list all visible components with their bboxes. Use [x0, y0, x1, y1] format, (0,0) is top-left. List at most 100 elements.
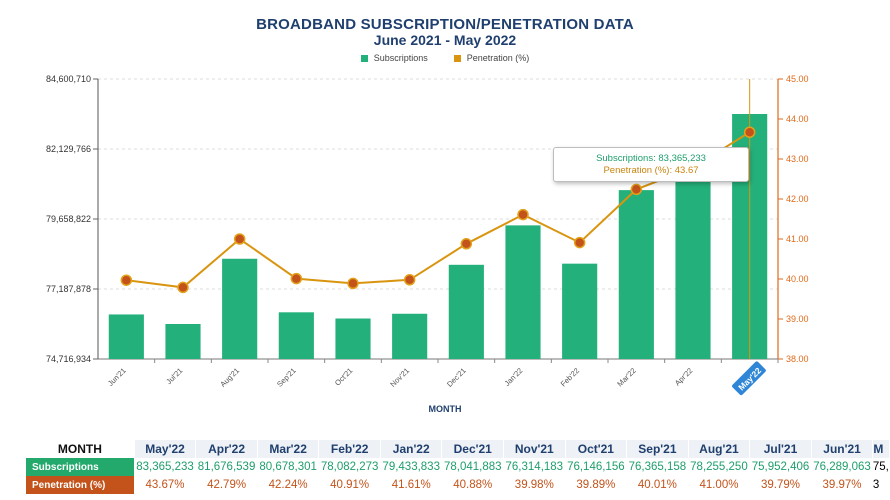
tooltip-pen-value: 43.67	[674, 165, 699, 176]
point-Jan'22	[517, 208, 529, 221]
table-header-cell: Jul'21	[749, 440, 812, 458]
y-right-tick-label: 41.00	[786, 234, 809, 244]
y-left-tick-label: 77,187,878	[46, 284, 91, 294]
table-row-penetration: Penetration (%) 43.67% 42.79% 42.24% 40.91%…	[26, 476, 890, 494]
table-header-cell: Apr'22	[195, 440, 258, 458]
table-cell-penetration: 39.79%	[760, 479, 800, 491]
legend-item-subscriptions[interactable]: Subscriptions	[360, 53, 428, 63]
table-label-subscriptions: Subscriptions	[26, 458, 135, 476]
table-cell-subscriptions-cut: 75,	[872, 461, 889, 473]
tooltip: Subscriptions: 83,365,233 Penetration (%…	[553, 147, 749, 182]
x-tick-label: Jan'22	[503, 366, 525, 388]
legend: Subscriptions Penetration (%)	[0, 53, 890, 63]
table-cell-penetration: 42.79%	[207, 479, 247, 491]
table-header-cell-cut: M	[872, 440, 890, 458]
bar-Mar'22	[618, 190, 654, 359]
y-right-tick-label: 43.00	[786, 154, 809, 164]
table-cell-subscriptions: 79,433,833	[382, 461, 440, 473]
table-cell-subscriptions: 78,082,273	[320, 461, 379, 473]
bar-Jun'21	[108, 314, 144, 359]
x-tick-label: Oct'21	[333, 366, 355, 388]
y-left-tick-label: 84,600,710	[46, 74, 91, 84]
table-cell-penetration: 39.97%	[822, 479, 862, 491]
x-tick-label: Jun'21	[106, 366, 128, 388]
table-cell-penetration: 39.89%	[576, 479, 616, 491]
table-header-cell: Mar'22	[257, 440, 320, 458]
point-Nov'21	[403, 274, 416, 286]
legend-item-penetration[interactable]: Penetration (%)	[453, 53, 529, 63]
table-row-subscriptions: Subscriptions 83,365,233 81,676,539 80,678…	[26, 458, 890, 476]
x-tick-label: Jul'21	[164, 366, 184, 386]
bar-Apr'22	[675, 161, 711, 359]
legend-swatch-penetration	[453, 54, 461, 62]
penetration-line	[126, 131, 751, 289]
bar-Sep'21	[278, 312, 314, 359]
y-right-tick-label: 42.00	[786, 194, 809, 204]
x-tick-label-highlight: May'22	[732, 361, 766, 396]
table-cell-penetration: 39.98%	[514, 479, 554, 491]
x-tick-label: Aug'21	[218, 366, 241, 389]
point-Dec'21	[460, 238, 473, 250]
bar-Aug'21	[222, 258, 258, 359]
y-right-tick-label: 39.00	[786, 314, 809, 324]
y-right-tick-label: 44.00	[786, 114, 809, 124]
table-header-row: MONTH May'22 Apr'22 Mar'22 Feb'22 Jan'22 Dec'…	[26, 440, 890, 458]
table-header-cell: Dec'21	[441, 440, 505, 458]
table-header-cell: Feb'22	[318, 440, 381, 458]
table-header-cell: May'22	[134, 440, 197, 458]
data-table: MONTH May'22 Apr'22 Mar'22 Feb'22 Jan'22 Dec'…	[26, 440, 890, 494]
y-right-tick-label: 45.00	[786, 74, 809, 84]
y-right-tick-label: 40.00	[786, 274, 809, 284]
bar-Nov'21	[392, 313, 428, 359]
y-left-tick-label: 82,129,766	[46, 144, 91, 154]
point-Mar'22	[630, 183, 643, 196]
bar-Jul'21	[165, 324, 201, 359]
x-tick-label: Nov'21	[388, 366, 411, 389]
bar-Oct'21	[335, 318, 371, 359]
table-cell-subscriptions: 78,255,250	[690, 461, 748, 473]
table-cell-penetration: 43.67%	[145, 479, 185, 491]
point-Jun'21	[120, 274, 133, 286]
combo-chart[interactable]: 74,716,934 77,187,878 79,658,822 82,129,766…	[0, 0, 890, 420]
point-Jul'21	[177, 281, 189, 294]
point-Feb'22	[573, 236, 586, 249]
table-header-month: MONTH	[26, 440, 135, 458]
table-cell-subscriptions: 76,146,156	[567, 461, 625, 473]
x-tick-label: Feb'22	[559, 366, 581, 388]
y-right-tick-label: 38.00	[786, 354, 809, 364]
table-cell-penetration: 41.00%	[699, 479, 739, 491]
point-Sep'21	[290, 272, 303, 285]
table-cell-penetration: 42.24%	[268, 479, 308, 491]
chart-subtitle: June 2021 - May 2022	[373, 32, 517, 48]
x-axis-title: MONTH	[428, 404, 462, 414]
table-header-cell: Oct'21	[565, 440, 628, 458]
table-cell-penetration: 40.01%	[637, 479, 677, 491]
bar-Jan'22	[505, 225, 541, 359]
point-Oct'21	[347, 277, 359, 290]
table-header-cell: Aug'21	[688, 440, 751, 458]
table-cell-subscriptions: 80,678,301	[259, 461, 317, 473]
point-Aug'21	[233, 233, 246, 245]
x-tick-label: Sep'21	[275, 366, 298, 389]
point-May'22	[743, 126, 756, 138]
x-tick-label: Apr'22	[673, 366, 695, 388]
table-cell-penetration-cut: 3	[872, 479, 880, 491]
tooltip-subs-value: 83,365,233	[658, 153, 706, 164]
table-header-cell: Jun'21	[811, 440, 874, 458]
bar-Dec'21	[448, 264, 484, 359]
table-cell-penetration: 41.61%	[391, 479, 431, 491]
table-header-cell: Nov'21	[503, 440, 566, 458]
table-header-cell: Jan'22	[380, 440, 443, 458]
y-left-tick-label: 74,716,934	[46, 354, 91, 364]
x-tick-label-badge	[732, 361, 766, 396]
table-header-cell: Sep'21	[626, 440, 689, 458]
table-cell-subscriptions: 83,365,233	[136, 461, 194, 473]
table-cell-penetration: 40.91%	[330, 479, 370, 491]
table-cell-subscriptions: 78,041,883	[443, 461, 502, 473]
table-cell-penetration: 40.88%	[453, 479, 493, 491]
table-label-penetration: Penetration (%)	[26, 476, 135, 494]
bar-Feb'22	[562, 263, 598, 359]
chart-title: BROADBAND SUBSCRIPTION/PENETRATION DATA	[256, 16, 634, 33]
legend-swatch-subscriptions	[360, 54, 368, 62]
